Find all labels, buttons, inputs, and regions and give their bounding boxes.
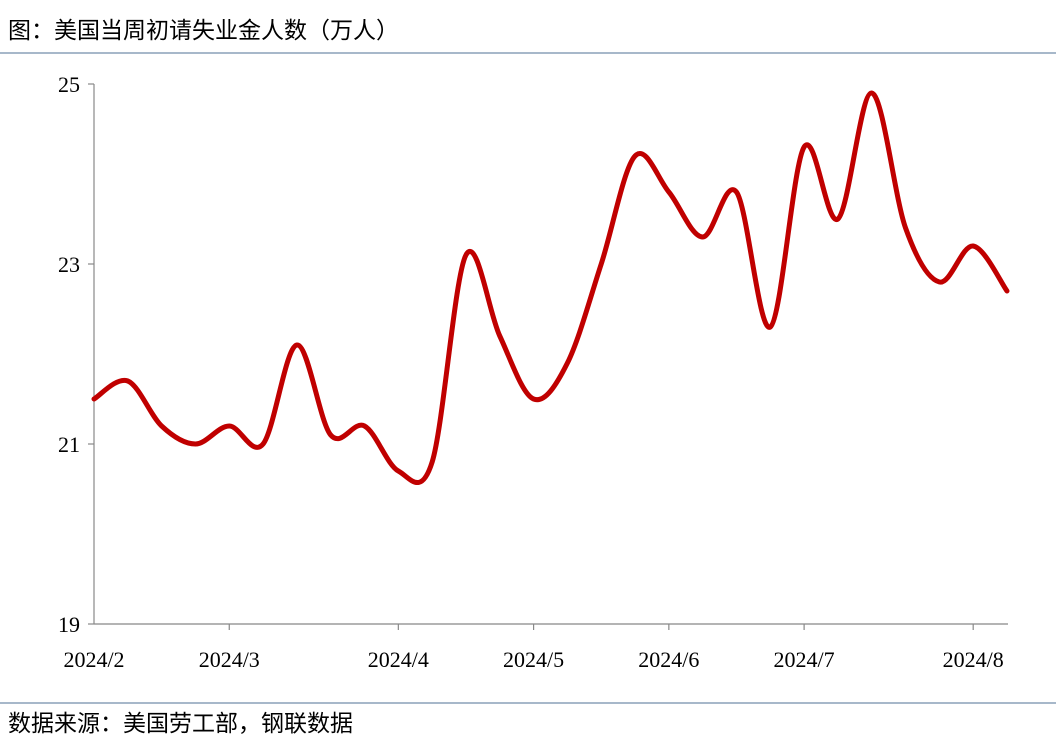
x-tick-label: 2024/8 <box>943 647 1004 672</box>
x-tick-label: 2024/3 <box>199 647 260 672</box>
source-note: 数据来源：美国劳工部，钢联数据 <box>8 711 353 737</box>
x-tick-label: 2024/6 <box>638 647 699 672</box>
y-tick-label: 21 <box>58 432 80 457</box>
data-line <box>91 90 1010 485</box>
y-tick-label: 19 <box>58 612 80 637</box>
y-tick-label: 23 <box>58 252 80 277</box>
x-tick-label: 2024/7 <box>774 647 835 672</box>
x-tick-label: 2024/2 <box>63 647 124 672</box>
x-tick-label: 2024/4 <box>368 647 429 672</box>
x-tick-label: 2024/5 <box>503 647 564 672</box>
chart-title: 图：美国当周初请失业金人数（万人） <box>8 18 399 44</box>
y-tick-label: 25 <box>58 72 80 97</box>
